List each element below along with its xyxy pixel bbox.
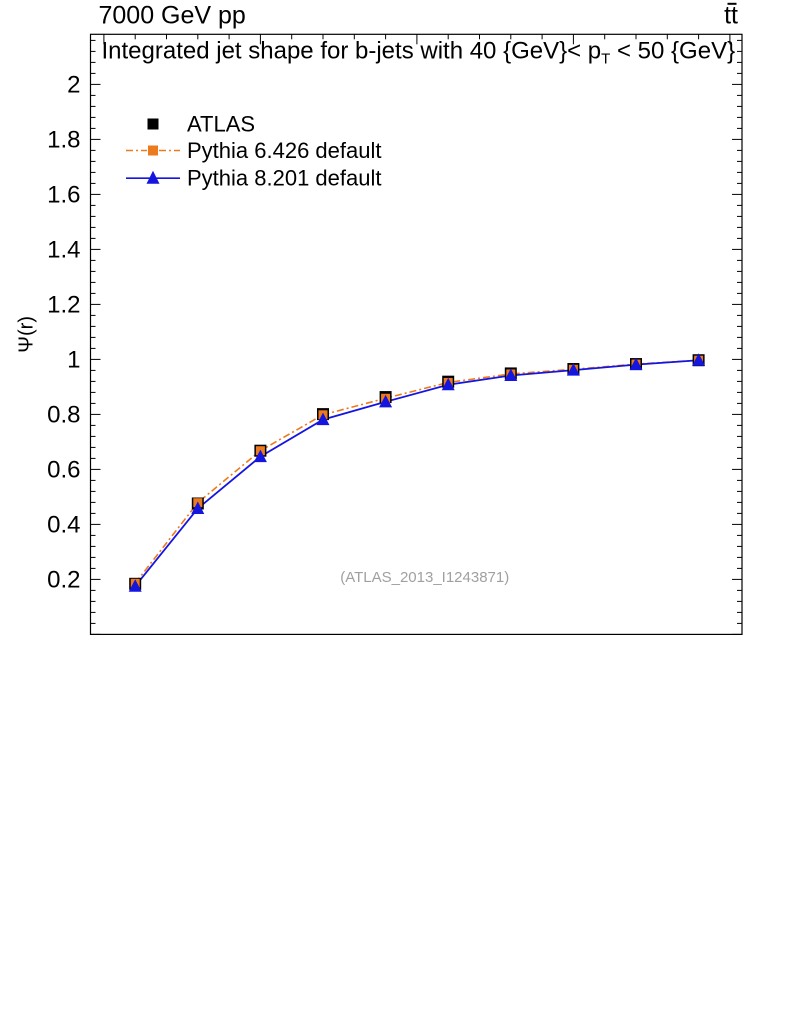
svg-text:1.4: 1.4 [47, 236, 80, 263]
svg-text:1.8: 1.8 [47, 126, 80, 153]
svg-text:Pythia 6.426 default: Pythia 6.426 default [187, 138, 381, 163]
svg-text:1.2: 1.2 [47, 291, 80, 318]
svg-text:0.2: 0.2 [47, 566, 80, 593]
svg-text:0.8: 0.8 [47, 401, 80, 428]
svg-text:0.4: 0.4 [47, 511, 80, 538]
svg-text:0.6: 0.6 [47, 456, 80, 483]
svg-text:Integrated jet shape for b-jet: Integrated jet shape for b-jets with 40 … [102, 37, 736, 67]
svg-text:Ψ(r): Ψ(r) [16, 316, 38, 353]
svg-text:2: 2 [67, 71, 80, 98]
svg-text:1.6: 1.6 [47, 181, 80, 208]
svg-text:7000 GeV pp: 7000 GeV pp [99, 1, 246, 29]
svg-text:Pythia 8.201 default: Pythia 8.201 default [187, 166, 381, 191]
svg-text:tt: tt [724, 1, 738, 29]
svg-text:ATLAS: ATLAS [187, 112, 255, 137]
svg-text:1: 1 [67, 346, 80, 373]
svg-text:(ATLAS_2013_I1243871): (ATLAS_2013_I1243871) [340, 569, 509, 586]
